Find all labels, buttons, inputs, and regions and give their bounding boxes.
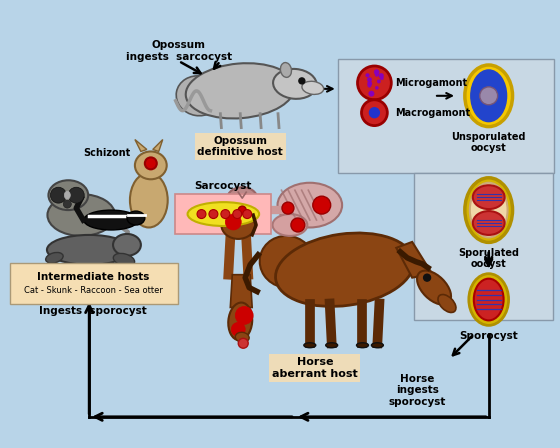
Ellipse shape (273, 69, 317, 99)
Text: Opossum
ingests  sarcocyst: Opossum ingests sarcocyst (125, 40, 232, 62)
Ellipse shape (47, 235, 132, 265)
Ellipse shape (235, 332, 249, 342)
Ellipse shape (176, 76, 221, 116)
Circle shape (145, 157, 157, 169)
Ellipse shape (473, 185, 505, 209)
Text: Sporocyst: Sporocyst (459, 332, 518, 341)
Circle shape (197, 210, 206, 219)
Ellipse shape (260, 236, 314, 288)
Circle shape (313, 196, 331, 214)
Ellipse shape (135, 151, 167, 179)
Ellipse shape (188, 202, 259, 226)
Ellipse shape (221, 211, 255, 239)
Polygon shape (135, 139, 147, 151)
Ellipse shape (326, 343, 338, 348)
Circle shape (68, 187, 84, 203)
Circle shape (375, 86, 379, 89)
Text: Microgamont: Microgamont (395, 78, 468, 88)
Circle shape (209, 210, 218, 219)
Circle shape (225, 214, 241, 230)
Ellipse shape (113, 234, 141, 256)
Ellipse shape (48, 194, 115, 236)
Ellipse shape (273, 214, 307, 236)
Ellipse shape (304, 343, 316, 348)
Ellipse shape (46, 253, 63, 263)
Circle shape (366, 73, 370, 77)
Ellipse shape (113, 254, 134, 266)
Circle shape (362, 100, 388, 125)
Ellipse shape (357, 343, 368, 348)
Ellipse shape (130, 173, 167, 228)
Text: Ingests  sporocyst: Ingests sporocyst (39, 306, 147, 316)
Ellipse shape (417, 271, 451, 305)
Circle shape (242, 210, 251, 219)
Text: Unsporulated
oocyst: Unsporulated oocyst (451, 132, 526, 153)
Circle shape (357, 66, 391, 100)
Circle shape (238, 206, 246, 214)
Ellipse shape (371, 343, 384, 348)
Circle shape (291, 218, 305, 232)
Ellipse shape (49, 180, 88, 210)
Circle shape (299, 78, 305, 84)
Circle shape (231, 323, 245, 336)
Ellipse shape (186, 63, 295, 118)
Circle shape (238, 338, 248, 348)
Circle shape (368, 84, 371, 87)
Circle shape (368, 91, 374, 96)
Ellipse shape (281, 63, 292, 78)
Text: Sarcocyst: Sarcocyst (195, 181, 252, 191)
Circle shape (63, 200, 71, 208)
Polygon shape (230, 275, 252, 307)
Ellipse shape (227, 187, 257, 209)
Circle shape (480, 87, 498, 105)
Text: Horse
aberrant host: Horse aberrant host (272, 357, 358, 379)
Ellipse shape (276, 233, 414, 306)
Text: Opossum
definitive host: Opossum definitive host (197, 136, 283, 157)
Text: Cat - Skunk - Raccoon - Sea otter: Cat - Skunk - Raccoon - Sea otter (24, 286, 162, 295)
Ellipse shape (473, 211, 505, 235)
Ellipse shape (64, 191, 71, 199)
Text: Schizont: Schizont (83, 148, 131, 159)
Ellipse shape (465, 178, 512, 242)
Circle shape (377, 80, 380, 83)
Text: Sporulated
oocyst: Sporulated oocyst (458, 248, 519, 269)
Ellipse shape (438, 294, 456, 313)
Circle shape (370, 108, 379, 118)
Polygon shape (153, 139, 163, 151)
Text: Horse
ingests
sporocyst: Horse ingests sporocyst (389, 374, 446, 407)
Ellipse shape (302, 81, 324, 95)
FancyBboxPatch shape (10, 263, 178, 305)
Ellipse shape (470, 183, 507, 237)
Circle shape (375, 73, 379, 77)
Polygon shape (396, 242, 432, 278)
Circle shape (367, 78, 372, 82)
Circle shape (379, 73, 384, 78)
FancyBboxPatch shape (338, 59, 554, 173)
FancyBboxPatch shape (414, 173, 553, 320)
Circle shape (423, 274, 431, 281)
Ellipse shape (84, 210, 138, 230)
Ellipse shape (471, 70, 507, 122)
Circle shape (380, 77, 384, 80)
Ellipse shape (228, 302, 252, 340)
Circle shape (282, 202, 294, 214)
Circle shape (374, 69, 379, 74)
Text: Macrogamont: Macrogamont (395, 108, 470, 118)
Text: Intermediate hosts: Intermediate hosts (37, 271, 150, 282)
FancyBboxPatch shape (175, 194, 271, 234)
Circle shape (233, 210, 242, 219)
Ellipse shape (474, 279, 503, 320)
Ellipse shape (469, 274, 508, 325)
Circle shape (221, 210, 230, 219)
Circle shape (367, 81, 372, 86)
Ellipse shape (278, 183, 342, 228)
Ellipse shape (127, 211, 145, 225)
Circle shape (50, 187, 66, 203)
Circle shape (235, 306, 253, 324)
Ellipse shape (465, 65, 512, 127)
